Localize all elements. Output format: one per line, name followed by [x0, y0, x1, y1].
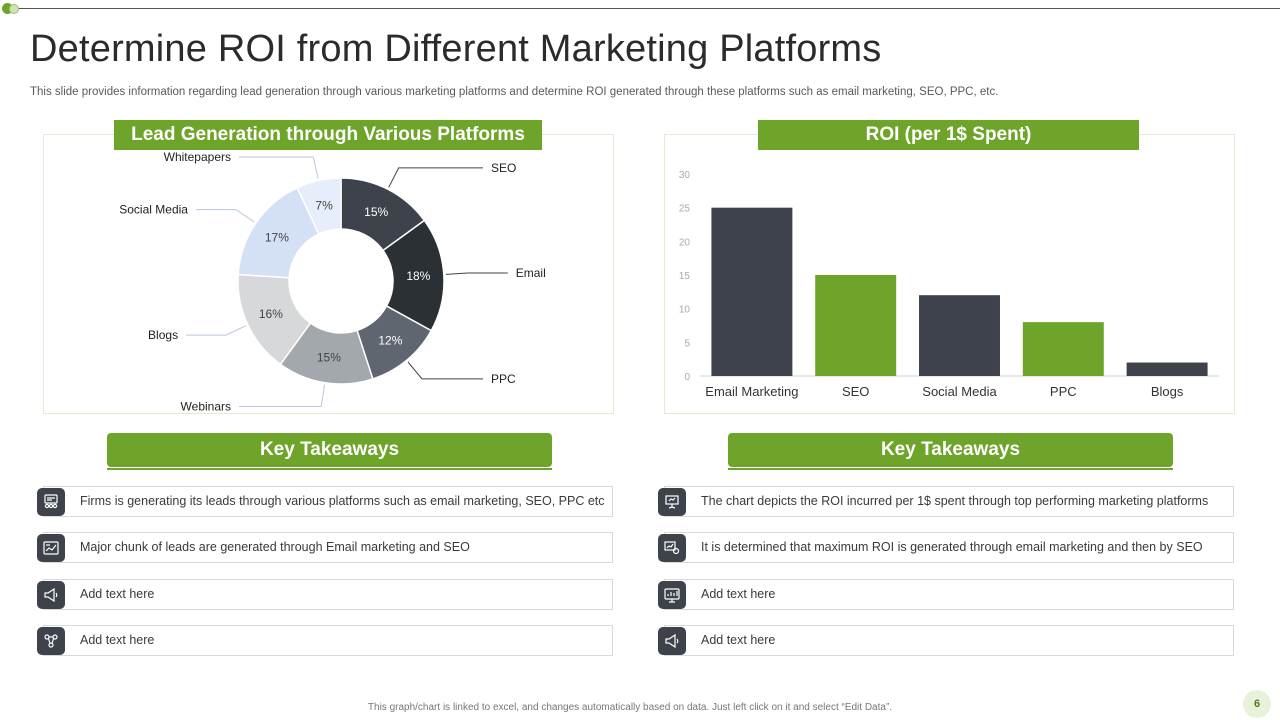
donut-category-label: Webinars	[181, 399, 231, 412]
donut-category-label: Social Media	[119, 203, 188, 217]
footer-note: This graph/chart is linked to excel, and…	[367, 702, 893, 713]
y-axis-tick-label: 30	[679, 170, 691, 181]
decorative-dot	[9, 4, 19, 14]
y-axis-tick-label: 20	[679, 237, 691, 248]
y-axis-tick-label: 15	[679, 271, 691, 282]
x-axis-category-label: Email Marketing	[705, 384, 798, 399]
y-axis-tick-label: 25	[679, 204, 691, 215]
donut-leader-line	[195, 209, 255, 223]
donut-value-label: 7%	[315, 198, 333, 212]
donut-leader-line	[239, 156, 319, 179]
x-axis-category-label: Social Media	[922, 384, 997, 399]
x-axis-category-label: Blogs	[1151, 384, 1184, 399]
donut-category-label: Blogs	[148, 328, 178, 342]
donut-value-label: 15%	[364, 205, 388, 219]
page-title: Determine ROI from Different Marketing P…	[30, 28, 882, 70]
team-board-icon	[37, 488, 65, 516]
right-takeaway-item: Add text here	[658, 579, 1234, 610]
y-axis-tick-label: 10	[679, 305, 691, 316]
donut-leader-line	[239, 384, 326, 407]
left-takeaway-item: Add text here	[37, 625, 613, 656]
report-chart-icon	[37, 534, 65, 562]
left-takeaway-text: Add text here	[80, 587, 155, 601]
donut-value-label: 15%	[317, 351, 341, 365]
donut-category-label: Email	[516, 266, 546, 280]
donut-leader-line	[186, 325, 247, 336]
left-takeaway-item: Add text here	[37, 579, 613, 610]
bar-email-marketing[interactable]	[711, 207, 793, 376]
roi-bar-chart[interactable]: 0 5 10 15 20 25 30 Email Marketing SEO Social Med…	[664, 150, 1235, 412]
donut-leader-line	[445, 272, 508, 275]
top-divider	[14, 8, 1280, 9]
left-takeaway-text: Add text here	[80, 633, 155, 647]
x-axis-category-label: SEO	[842, 384, 869, 399]
donut-category-label: PPC	[491, 372, 516, 386]
right-takeaway-text: Add text here	[701, 587, 776, 601]
x-axis-category-label: PPC	[1050, 384, 1077, 399]
y-axis-tick-label: 5	[684, 338, 690, 349]
right-key-takeaways-underline	[728, 468, 1173, 470]
decorative-dot	[2, 3, 13, 14]
bar-social-media[interactable]	[919, 295, 1000, 376]
page-number: 6	[1243, 690, 1271, 718]
roi-header: ROI (per 1$ Spent)	[758, 120, 1139, 150]
left-takeaway-item: Firms is generating its leads through va…	[37, 486, 613, 517]
bar-seo[interactable]	[815, 275, 897, 376]
analytics-gear-icon	[658, 534, 686, 562]
donut-value-label: 17%	[265, 230, 289, 244]
lead-generation-header: Lead Generation through Various Platform…	[114, 120, 542, 150]
right-takeaway-text: The chart depicts the ROI incurred per 1…	[701, 494, 1209, 508]
bar-ppc[interactable]	[1022, 322, 1104, 376]
donut-category-label: Whitepapers	[164, 150, 231, 164]
donut-slice-whitepapers[interactable]	[296, 177, 342, 235]
right-takeaway-text: It is determined that maximum ROI is gen…	[701, 540, 1203, 554]
presentation-icon	[658, 488, 686, 516]
donut-value-label: 18%	[406, 269, 430, 283]
monitor-chart-icon	[658, 581, 686, 609]
donut-value-label: 16%	[259, 307, 283, 321]
megaphone-icon	[658, 627, 686, 655]
megaphone-icon	[37, 581, 65, 609]
donut-leader-line	[407, 361, 483, 380]
left-takeaway-text: Major chunk of leads are generated throu…	[80, 540, 470, 554]
left-key-takeaways-underline	[107, 468, 552, 470]
donut-leader-line	[388, 167, 483, 188]
right-takeaway-item: Add text here	[658, 625, 1234, 656]
lead-generation-donut-chart[interactable]: 15% SEO 18% Email 12% PPC 15% Webinars 16% Blogs 1…	[43, 150, 614, 412]
right-takeaway-item: It is determined that maximum ROI is gen…	[658, 532, 1234, 563]
left-key-takeaways-header: Key Takeaways	[107, 433, 552, 467]
bar-blogs[interactable]	[1126, 362, 1208, 376]
left-takeaway-item: Major chunk of leads are generated throu…	[37, 532, 613, 563]
page-subtitle: This slide provides information regardin…	[30, 86, 999, 98]
left-takeaway-text: Firms is generating its leads through va…	[80, 494, 605, 508]
donut-value-label: 12%	[378, 334, 402, 348]
donut-category-label: SEO	[491, 161, 516, 175]
right-takeaway-item: The chart depicts the ROI incurred per 1…	[658, 486, 1234, 517]
y-axis-tick-label: 0	[684, 372, 690, 383]
people-network-icon	[37, 627, 65, 655]
right-key-takeaways-header: Key Takeaways	[728, 433, 1173, 467]
right-takeaway-text: Add text here	[701, 633, 776, 647]
